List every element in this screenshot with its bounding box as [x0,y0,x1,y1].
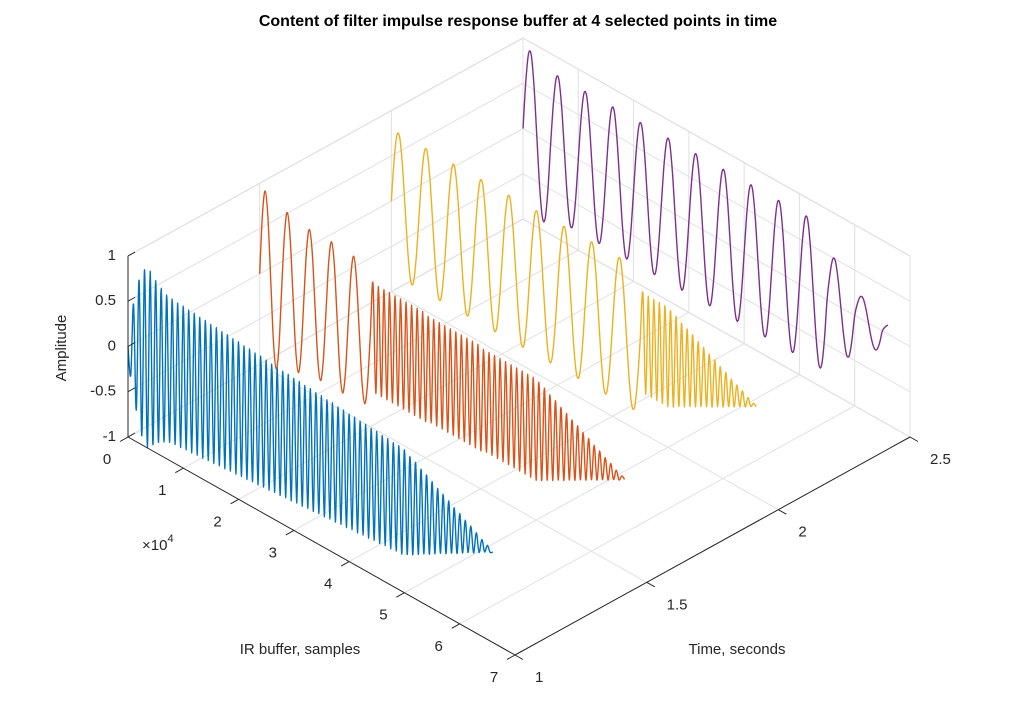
x-axis-label: IR buffer, samples [240,641,361,658]
grid-line [391,291,779,511]
x-tick-label: 7 [490,669,498,686]
x-tick [340,561,350,567]
x-tick [451,623,460,629]
axes: 0 1 2 3 4 5 6 7 1 1.5 2 2.5 -1 -0.5 0 0.5 1 [90,247,951,686]
grid-line [404,374,800,594]
y-tick-label: 2.5 [930,451,951,468]
z-tick-label: -0.5 [90,383,116,400]
x-tick-label: 5 [379,607,387,624]
series-line [127,269,494,556]
x-tick-label: 6 [435,638,443,655]
grid-line [522,218,911,438]
plot-lines [127,50,889,556]
grid-line [127,37,524,257]
grid-line [459,405,855,625]
x-tick [119,436,129,442]
z-tick [127,342,136,347]
series-line [258,190,626,482]
grid-line [522,37,911,257]
z-tick-label: 0.5 [95,292,116,309]
series-line [390,132,757,411]
x-tick-label: 3 [269,544,277,561]
chart-title: Content of filter impulse response buffe… [259,13,777,30]
y-tick [778,509,787,515]
y-tick [646,581,655,588]
grid-line [522,173,911,393]
x-tick-label: 0 [103,451,111,468]
grid-line [522,82,911,302]
x-tick-label: 2 [213,513,221,530]
x-tick [506,654,516,660]
x-axis [127,436,516,656]
x-tick [230,498,239,505]
y-tick [909,436,919,442]
y-tick [514,654,524,660]
exponent-power: 4 [167,533,173,545]
y-tick-label: 2 [798,524,806,541]
x-tick-label: 4 [324,576,332,593]
z-tick [127,432,136,438]
y-tick-label: 1 [535,669,543,686]
z-tick-label: 0 [108,337,116,354]
exponent-base: ×10 [142,537,167,554]
y-axis [514,436,911,656]
z-tick [127,251,136,257]
z-axis-label: Amplitude [53,315,70,382]
x-tick-label: 1 [158,482,166,499]
z-tick-label: -1 [103,428,116,445]
grid-line [127,128,524,347]
y-axis-label: Time, seconds [689,641,786,658]
y-tick-label: 1.5 [667,596,688,613]
z-tick [127,296,136,302]
series-line [522,50,889,369]
x-exponent: ×104 [142,533,174,554]
grid-line [127,82,524,302]
x-tick [285,529,295,536]
z-tick-label: 1 [108,247,116,264]
x-tick [396,592,405,598]
x-tick [175,467,184,474]
z-tick [127,387,136,393]
grid-line [259,363,647,583]
